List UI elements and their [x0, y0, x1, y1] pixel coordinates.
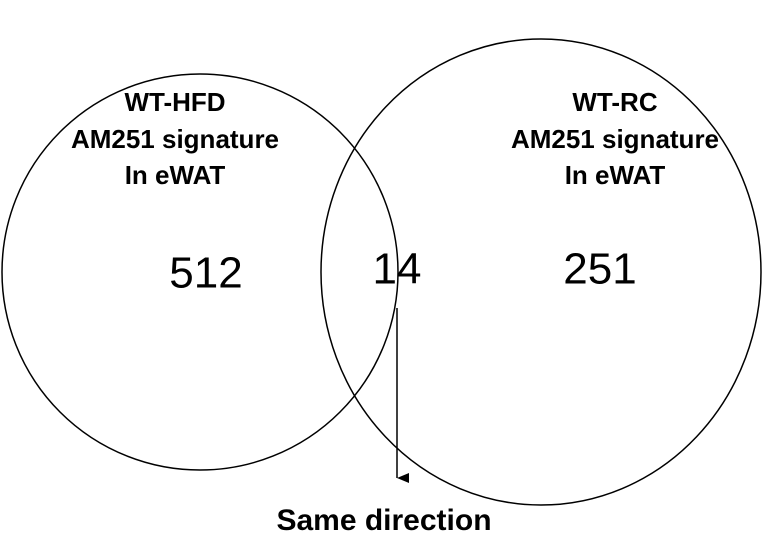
- set-label: In eWAT: [565, 160, 666, 190]
- set-label: AM251 signature: [71, 124, 279, 154]
- annotation: Same direction: [276, 504, 491, 537]
- set-count: 512: [169, 249, 242, 298]
- set-label: In eWAT: [125, 160, 226, 190]
- set-label: WT-HFD: [124, 87, 225, 117]
- set-label: WT-RC: [572, 87, 657, 117]
- right-circle: [320, 38, 762, 506]
- left-circle: [1, 73, 399, 471]
- set-label: AM251 signature: [511, 124, 719, 154]
- set-count: 251: [563, 245, 636, 294]
- intersection-count: 14: [373, 245, 422, 294]
